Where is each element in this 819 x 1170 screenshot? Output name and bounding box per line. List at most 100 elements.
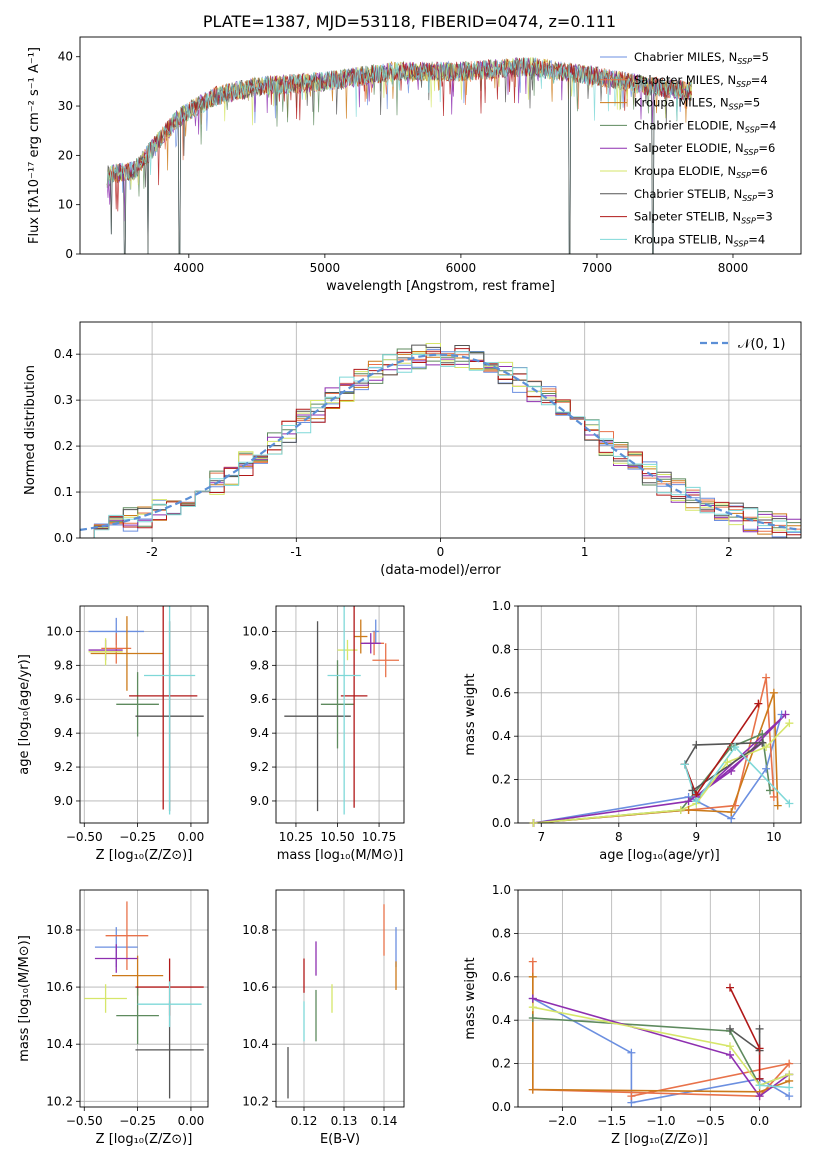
y-tick-label: 0.6 (492, 686, 511, 700)
y-tick-label: 0.0 (54, 531, 73, 545)
y-tick-label: 0.4 (492, 1013, 511, 1027)
y-tick-label: 10 (58, 198, 73, 212)
y-tick-label: 0.8 (492, 926, 511, 940)
series-marker (785, 1083, 794, 1092)
series-marker (731, 743, 740, 752)
series-marker (692, 740, 701, 749)
series-marker (528, 972, 537, 981)
spectrum-line (106, 56, 692, 185)
legend-entry: Chabrier ELODIE, NSSP=4 (634, 118, 776, 134)
y-axis-label: age [log₁₀(age/yr)] (17, 654, 32, 775)
panel-mass-vs-Z: −0.50 −0.25 0.00 10.2 10.4 10.6 10.8 Z [log₁₀(Z… (17, 889, 209, 1147)
series-marker (627, 1092, 636, 1101)
x-tick-label: −0.50 (66, 1114, 103, 1128)
y-tick-label: 10.0 (242, 624, 269, 638)
x-tick-label: 0.00 (178, 830, 205, 844)
y-tick-label: 10.2 (46, 1094, 73, 1108)
plot-area (518, 606, 801, 823)
x-tick-label: 0.0 (750, 1114, 769, 1128)
x-tick-label: 10.50 (320, 830, 354, 844)
series-marker (769, 688, 778, 697)
panel-massweight-vs-age: 7 8 9 10 0.0 0.2 0.4 0.6 0.8 1.0 age [log₁₀(age/yr… (463, 599, 802, 863)
legend-entry: Chabrier STELIB, NSSP=3 (634, 187, 774, 203)
y-tick-label: 30 (58, 99, 73, 113)
y-tick-label: 0.1 (54, 485, 73, 499)
series-marker (755, 1092, 764, 1101)
series-marker (627, 1048, 636, 1057)
x-tick-label: 7 (537, 830, 545, 844)
y-tick-label: 0 (65, 247, 73, 261)
x-axis-label: age [log₁₀(age/yr)] (599, 848, 720, 863)
series-marker (688, 786, 697, 795)
legend-entry: Salpeter MILES, NSSP=4 (634, 73, 768, 89)
y-tick-label: 0.3 (54, 393, 73, 407)
legend-entry: Kroupa ELODIE, NSSP=6 (634, 164, 768, 180)
series-marker (758, 738, 767, 747)
axes-frame (79, 36, 802, 255)
x-tick-label: 9 (693, 830, 701, 844)
y-tick-label: 10.2 (242, 1094, 269, 1108)
axes-frame (79, 605, 209, 824)
x-tick-label: 6000 (446, 261, 477, 275)
series-marker (754, 699, 763, 708)
legend-entry: Chabrier MILES, NSSP=5 (634, 50, 769, 66)
x-axis-label: Z [log₁₀(Z/Z⊙)] (96, 1132, 193, 1147)
x-tick-label: 5000 (310, 261, 341, 275)
series-marker (723, 758, 732, 767)
x-tick-label: -2 (146, 545, 158, 559)
x-tick-label: −0.25 (119, 1114, 156, 1128)
x-tick-label: 1 (581, 545, 589, 559)
x-axis-label: Z [log₁₀(Z/Z⊙)] (611, 1132, 708, 1147)
y-tick-label: 20 (58, 148, 73, 162)
x-tick-label: 0.14 (371, 1114, 398, 1128)
x-tick-label: −0.5 (696, 1114, 725, 1128)
series-line (532, 1006, 790, 1087)
axes-frame (517, 605, 802, 824)
series-marker (528, 957, 537, 966)
x-axis-label: mass [log₁₀(M/M⊙)] (277, 848, 404, 863)
y-axis-label: mass weight (463, 673, 478, 755)
panel-age-vs-Z: −0.50 −0.25 0.00 9.0 9.2 9.4 9.6 9.8 10.0 Z [log₁… (17, 605, 209, 863)
x-tick-label: -1 (290, 545, 302, 559)
series-marker (785, 799, 794, 808)
y-tick-label: 9.8 (250, 658, 269, 672)
series-line (533, 713, 787, 823)
series-marker (731, 801, 740, 810)
series-marker (726, 983, 735, 992)
series-marker (528, 1085, 537, 1094)
series-marker (762, 764, 771, 773)
y-tick-label: 9.4 (54, 726, 73, 740)
legend-entry: Salpeter ELODIE, NSSP=6 (634, 141, 775, 157)
series-marker (529, 819, 538, 827)
y-tick-label: 10.4 (242, 1037, 269, 1051)
x-tick-label: 8 (615, 830, 623, 844)
x-tick-label: 0.13 (331, 1114, 358, 1128)
series-marker (785, 1070, 794, 1079)
y-tick-label: 0.2 (492, 1057, 511, 1071)
y-tick-label: 9.4 (250, 726, 269, 740)
series-marker (676, 805, 685, 814)
y-tick-label: 40 (58, 50, 73, 64)
axes-frame (275, 889, 405, 1108)
x-tick-label: 10 (766, 830, 781, 844)
y-tick-label: 9.0 (250, 794, 269, 808)
series-marker (528, 994, 537, 1003)
figure-title: PLATE=1387, MJD=53118, FIBERID=0474, z=0… (202, 12, 617, 31)
x-tick-label: 0.00 (178, 1114, 205, 1128)
x-tick-label: 10.25 (279, 830, 313, 844)
series-marker (762, 673, 771, 682)
plot-area (106, 56, 692, 254)
y-axis-label: Normed distribution (23, 365, 38, 495)
spectrum-line (106, 57, 692, 212)
y-tick-label: 0.0 (492, 816, 511, 830)
series-line (759, 1084, 790, 1089)
series-marker (727, 808, 736, 817)
series-marker (781, 710, 790, 719)
y-tick-label: 9.6 (250, 692, 269, 706)
series-line (683, 745, 790, 805)
panel-residuals: -2 -1 0 1 2 0.0 0.1 0.2 0.3 0.4 (data-model)/error… (23, 321, 802, 578)
y-tick-label: 0.8 (492, 642, 511, 656)
axes-frame (79, 889, 209, 1108)
x-tick-label: 7000 (582, 261, 613, 275)
